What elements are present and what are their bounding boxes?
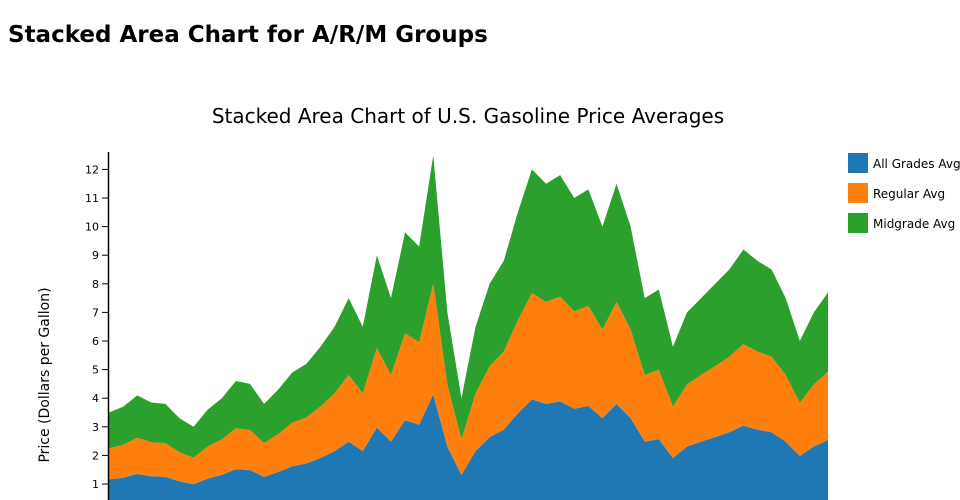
legend-item: Regular Avg [848,183,945,203]
y-tick-label: 2 [92,449,99,462]
legend-item: Midgrade Avg [848,213,955,233]
area-all-grades-avg [109,394,828,500]
y-tick-label: 3 [92,421,99,434]
y-tick-label: 4 [92,392,99,405]
y-tick-label: 5 [92,364,99,377]
y-tick: 3 [92,421,108,434]
y-tick: 10 [85,221,108,234]
y-axis-label: Price (Dollars per Gallon) [37,287,53,462]
y-tick-label: 11 [85,192,99,205]
legend-label: Midgrade Avg [873,217,955,231]
legend-item: All Grades Avg [848,153,960,173]
area-regular-avg [109,283,828,485]
chart-title: Stacked Area Chart of U.S. Gasoline Pric… [212,104,724,128]
y-tick-label: 7 [92,306,99,319]
areas-layer [109,155,828,500]
page-heading: Stacked Area Chart for A/R/M Groups [8,22,488,48]
y-tick: 5 [92,364,108,377]
y-tick-label: 9 [92,249,99,262]
y-tick: 6 [92,335,108,348]
y-tick-label: 8 [92,278,99,291]
y-tick-label: 6 [92,335,99,348]
y-tick-label: 12 [85,163,99,176]
y-tick: 11 [85,192,108,205]
y-tick-label: 10 [85,221,99,234]
legend-swatch [848,213,868,233]
y-tick: 2 [92,449,108,462]
y-tick: 4 [92,392,108,405]
y-tick: 1 [92,478,108,491]
y-tick: 7 [92,306,108,319]
legend-swatch [848,183,868,203]
legend-swatch [848,153,868,173]
legend-label: Regular Avg [873,187,945,201]
y-tick: 8 [92,278,108,291]
y-tick: 9 [92,249,108,262]
y-tick-label: 1 [92,478,99,491]
area-midgrade-avg [109,155,828,458]
legend: All Grades Avg Regular Avg Midgrade Avg [848,153,960,233]
y-tick: 12 [85,163,108,176]
legend-label: All Grades Avg [873,157,960,171]
